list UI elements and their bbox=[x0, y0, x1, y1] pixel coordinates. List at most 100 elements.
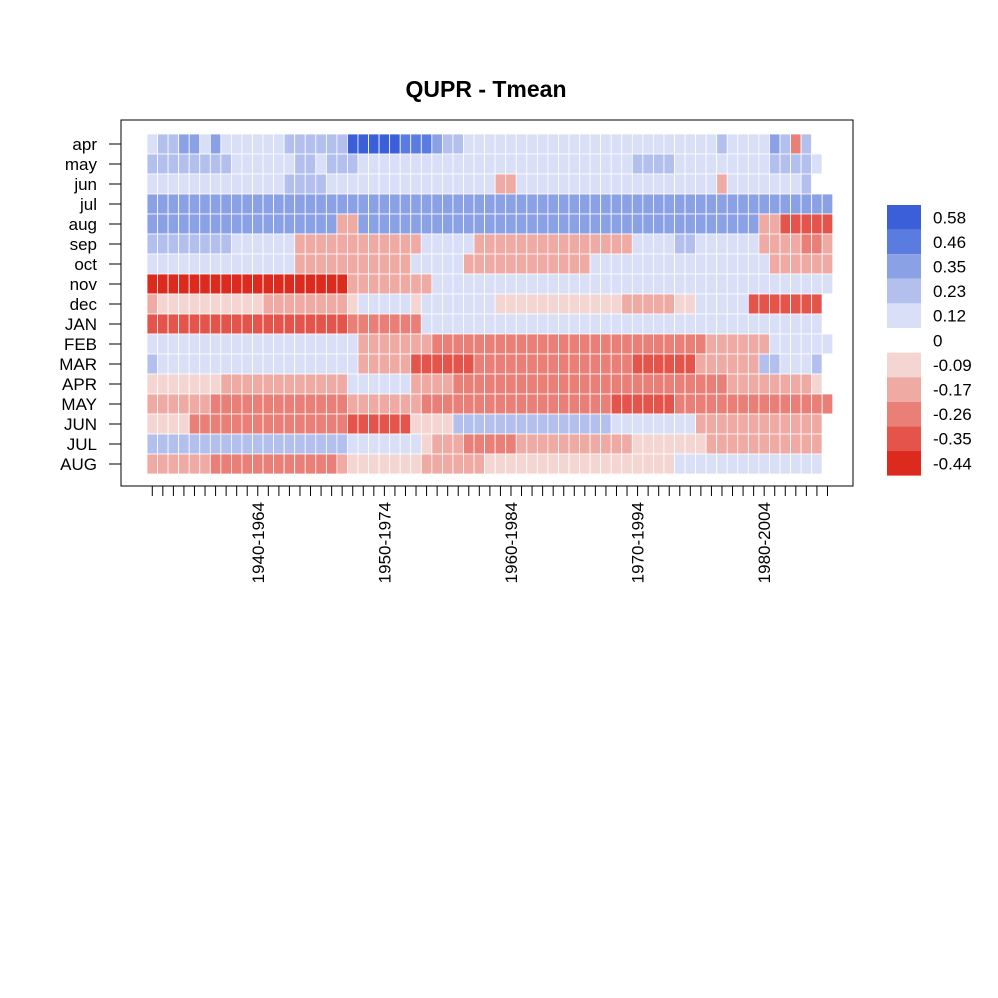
heatmap-cell bbox=[737, 293, 749, 315]
heatmap-cell bbox=[716, 233, 728, 255]
heatmap-cell bbox=[811, 393, 823, 415]
heatmap-cell bbox=[167, 393, 180, 415]
heatmap-cell bbox=[273, 213, 285, 235]
heatmap-cell bbox=[653, 233, 665, 255]
heatmap-cell bbox=[536, 433, 549, 455]
heatmap-cell bbox=[199, 313, 211, 335]
heatmap-cell bbox=[790, 293, 802, 315]
heatmap-cell bbox=[515, 453, 528, 475]
heatmap-cell bbox=[347, 213, 359, 235]
heatmap-cell bbox=[294, 193, 306, 215]
row-label: apr bbox=[72, 135, 97, 154]
heatmap-cell bbox=[199, 173, 211, 195]
heatmap-cell bbox=[241, 213, 253, 235]
heatmap-cell bbox=[315, 173, 327, 195]
heatmap-cell bbox=[589, 313, 602, 335]
heatmap-cell bbox=[209, 213, 222, 235]
heatmap-cell bbox=[536, 193, 549, 215]
heatmap-cell bbox=[294, 433, 306, 455]
heatmap-cell bbox=[209, 153, 222, 175]
heatmap-cell bbox=[357, 373, 369, 395]
heatmap-cell bbox=[568, 413, 580, 435]
heatmap-cell bbox=[325, 293, 338, 315]
heatmap-cell bbox=[283, 133, 296, 155]
heatmap-cell bbox=[315, 213, 327, 235]
heatmap-cell bbox=[579, 433, 591, 455]
heatmap-cell bbox=[304, 353, 317, 375]
heatmap-cell bbox=[737, 193, 749, 215]
heatmap-cell bbox=[695, 193, 707, 215]
heatmap-cell bbox=[347, 413, 359, 435]
heatmap-cell bbox=[368, 213, 380, 235]
heatmap-cell bbox=[536, 293, 549, 315]
heatmap-cell bbox=[811, 213, 823, 235]
heatmap-cell bbox=[653, 353, 665, 375]
heatmap-cell bbox=[368, 293, 380, 315]
heatmap-cell bbox=[800, 453, 813, 475]
heatmap-cell bbox=[157, 153, 169, 175]
heatmap-cell bbox=[811, 153, 823, 175]
heatmap-cell bbox=[568, 293, 580, 315]
heatmap-cell bbox=[336, 353, 348, 375]
heatmap-cell bbox=[779, 433, 791, 455]
heatmap-cell bbox=[515, 313, 528, 335]
row-label: dec bbox=[70, 295, 98, 314]
heatmap-cell bbox=[726, 333, 739, 355]
heatmap-cell bbox=[220, 373, 232, 395]
heatmap-cell bbox=[199, 333, 211, 355]
heatmap-cell bbox=[663, 173, 675, 195]
heatmap-cell bbox=[821, 333, 834, 355]
heatmap-cell bbox=[294, 313, 306, 335]
heatmap-cell bbox=[790, 313, 802, 335]
heatmap-cell bbox=[505, 393, 517, 415]
heatmap-cell bbox=[399, 193, 412, 215]
heatmap-cell bbox=[684, 313, 696, 335]
heatmap-cell bbox=[621, 193, 633, 215]
heatmap-cell bbox=[378, 213, 391, 235]
legend-swatch bbox=[887, 205, 921, 230]
heatmap-cell bbox=[167, 413, 180, 435]
heatmap-cell bbox=[241, 393, 253, 415]
row-label: MAY bbox=[61, 395, 97, 414]
heatmap-cell bbox=[568, 453, 580, 475]
heatmap-cell bbox=[188, 313, 201, 335]
heatmap-cell bbox=[220, 393, 232, 415]
heatmap-cell bbox=[325, 313, 338, 335]
heatmap-cell bbox=[420, 153, 433, 175]
heatmap-cell bbox=[146, 413, 158, 435]
heatmap-cell bbox=[758, 413, 770, 435]
heatmap-cell bbox=[252, 233, 264, 255]
heatmap-cell bbox=[146, 293, 158, 315]
heatmap-cell bbox=[642, 293, 654, 315]
heatmap-cell bbox=[758, 353, 770, 375]
heatmap-cell bbox=[621, 293, 633, 315]
heatmap-cell bbox=[262, 193, 274, 215]
heatmap-cell bbox=[621, 413, 633, 435]
heatmap-cell bbox=[463, 433, 475, 455]
heatmap-cell bbox=[769, 153, 781, 175]
heatmap-cell bbox=[705, 253, 718, 275]
heatmap-cell bbox=[473, 253, 485, 275]
heatmap-cell bbox=[241, 433, 253, 455]
heatmap-cell bbox=[167, 233, 180, 255]
heatmap-cell bbox=[769, 313, 781, 335]
heatmap-cell bbox=[230, 213, 243, 235]
heatmap-cell bbox=[600, 173, 612, 195]
heatmap-cell bbox=[821, 253, 834, 275]
heatmap-cell bbox=[589, 273, 602, 295]
heatmap-cell bbox=[642, 213, 654, 235]
heatmap-cell bbox=[505, 233, 517, 255]
heatmap-cell bbox=[674, 253, 686, 275]
heatmap-cell bbox=[252, 173, 264, 195]
legend-label: -0.35 bbox=[933, 430, 972, 449]
heatmap-cell bbox=[273, 133, 285, 155]
heatmap-cell bbox=[146, 153, 158, 175]
heatmap-cell bbox=[505, 333, 517, 355]
heatmap-cell bbox=[294, 133, 306, 155]
heatmap-cell bbox=[758, 333, 770, 355]
heatmap-cell bbox=[420, 333, 433, 355]
heatmap-cell bbox=[726, 233, 739, 255]
heatmap-cell bbox=[631, 253, 644, 275]
heatmap-cell bbox=[336, 313, 348, 335]
heatmap-cell bbox=[473, 333, 485, 355]
